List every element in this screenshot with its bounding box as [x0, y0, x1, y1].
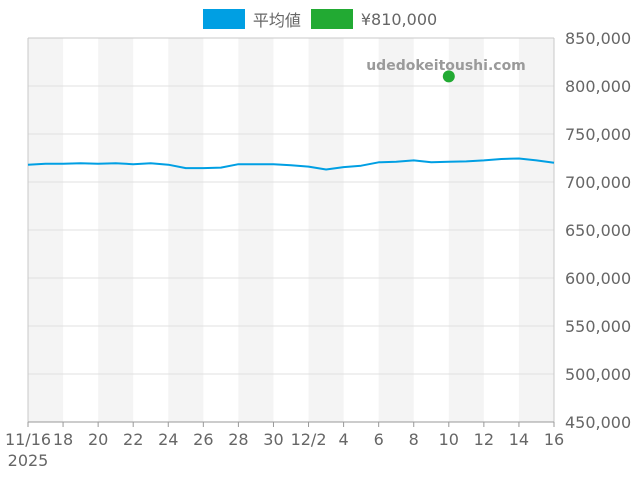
y-tick-label: 800,000 [565, 77, 631, 96]
x-tick-label: 26 [193, 430, 213, 449]
x-tick-label: 18 [53, 430, 73, 449]
x-tick-label: 8 [409, 430, 419, 449]
legend-item-average[interactable]: 平均値 [202, 7, 301, 31]
legend-label-price: ¥810,000 [360, 9, 438, 29]
x-tick-label: 28 [228, 430, 248, 449]
y-tick-label: 500,000 [565, 365, 631, 384]
x-tick-label: 12 [474, 430, 494, 449]
watermark-text: udedokeitoushi.com [366, 58, 526, 74]
legend-item-price[interactable]: ¥810,000 [310, 9, 438, 29]
y-tick-label: 650,000 [565, 221, 631, 240]
x-tick-label: 16 [544, 430, 564, 449]
x-tick-label: 11/16 [5, 430, 51, 449]
x-tick-label: 30 [263, 430, 283, 449]
x-tick-label: 6 [374, 430, 384, 449]
x-tick-label: 20 [88, 430, 108, 449]
x-tick-label: 10 [439, 430, 459, 449]
y-tick-label: 450,000 [565, 413, 631, 432]
y-tick-label: 600,000 [565, 269, 631, 288]
x-tick-label: 22 [123, 430, 143, 449]
price-point-marker [442, 70, 455, 83]
x-tick-sublabel: 2025 [8, 451, 49, 470]
x-tick-label: 12/2 [291, 430, 327, 449]
y-tick-label: 700,000 [565, 173, 631, 192]
series-line-average [27, 157, 555, 171]
x-tick-label: 4 [339, 430, 349, 449]
x-tick-label: 24 [158, 430, 178, 449]
chart-legend: 平均値 ¥810,000 [0, 8, 640, 30]
x-tick-label: 14 [509, 430, 529, 449]
legend-swatch-average [202, 9, 245, 29]
y-tick-label: 550,000 [565, 317, 631, 336]
legend-swatch-price [310, 9, 353, 29]
y-tick-label: 750,000 [565, 125, 631, 144]
y-tick-label: 850,000 [565, 29, 631, 48]
legend-label-average: 平均値 [252, 11, 301, 30]
